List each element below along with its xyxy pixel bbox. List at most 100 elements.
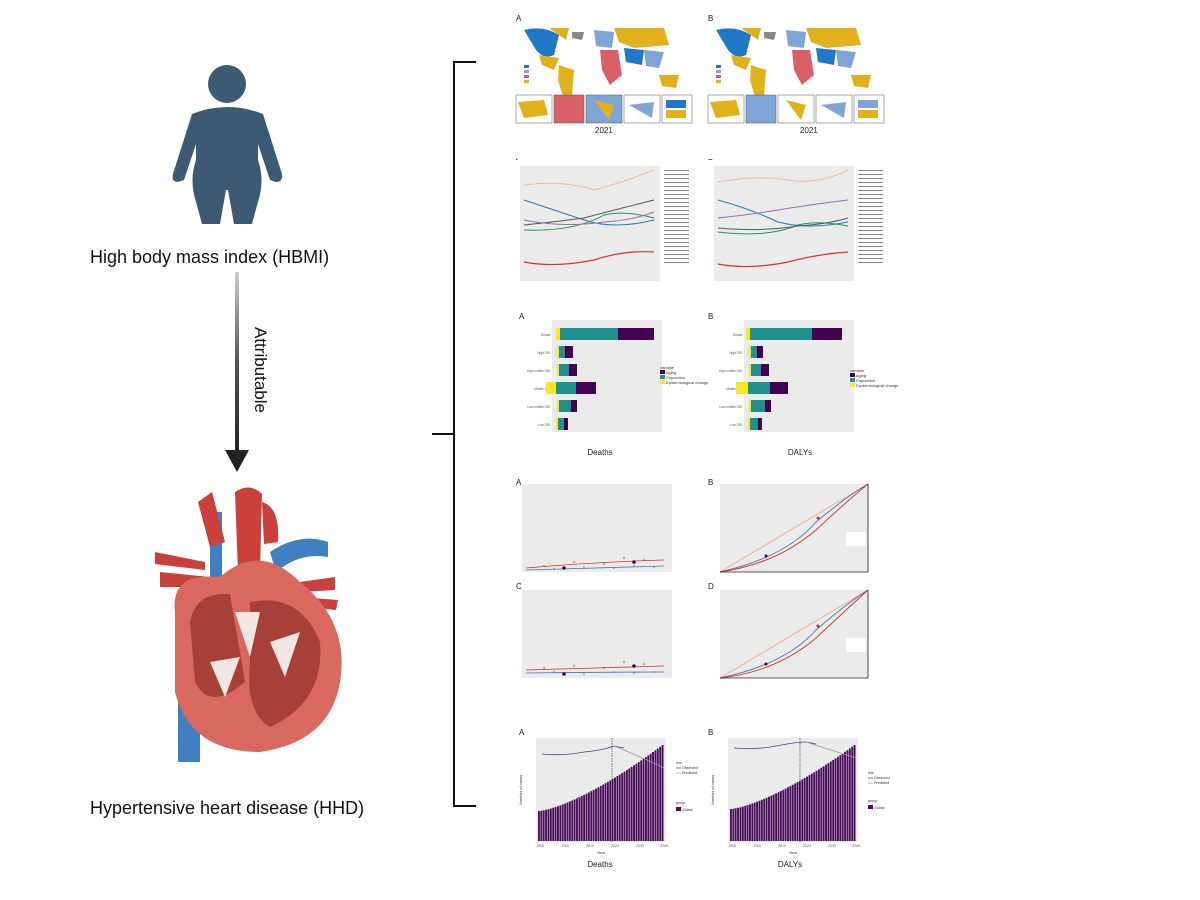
projection-bar [832, 759, 835, 841]
projection-bar [647, 755, 650, 841]
projection-bar [803, 777, 806, 841]
decomp-legend-b-item-epi: Epidemiological change [850, 383, 898, 388]
decomp-b-bars [736, 328, 842, 430]
proj-b-tick-1: 2000 [753, 844, 761, 848]
projection-bar [744, 805, 747, 841]
projection-bar [585, 793, 588, 841]
projection-bar [844, 751, 847, 841]
projection-bar [851, 746, 854, 841]
projection-bar [829, 761, 832, 841]
decomp-legend-item-aging: Aging [660, 370, 708, 375]
projection-bar [808, 775, 811, 841]
projection-bar [592, 789, 595, 841]
projection-bar [618, 774, 621, 841]
maps-year-a: 2021 [595, 126, 613, 135]
projection-bar [846, 750, 849, 841]
projection-bar [777, 792, 780, 841]
projection-bar [652, 752, 655, 841]
projection-bar [554, 807, 557, 841]
arrow-label: Attributable [251, 327, 270, 413]
proj-b-tick-5: 2040 [852, 844, 860, 848]
projection-bar [749, 804, 751, 841]
projection-bar [542, 810, 545, 841]
projection-bar [580, 796, 583, 841]
ineq-label-c: C [516, 582, 522, 591]
maps-label-b: B [708, 14, 714, 23]
projection-bar [559, 805, 562, 841]
projection-bar [609, 780, 612, 841]
decomp-legend-item-population: Population [660, 375, 708, 380]
projection-bar [779, 791, 782, 841]
projection-bar [621, 773, 624, 841]
projection-bar [659, 746, 662, 841]
proj-b-legend-group-title: group [868, 799, 877, 803]
proj-a-tick-1: 2000 [561, 844, 569, 848]
projection-bar [654, 750, 657, 841]
decomp-a-cat-5: Low SDI [538, 423, 550, 427]
projection-bar [810, 773, 813, 841]
ineq-label-d: D [708, 582, 714, 591]
proj-b-ylabel: Number of cases [710, 775, 715, 805]
projection-bar [587, 792, 590, 841]
proj-a-legend-line-title: line [676, 761, 682, 765]
projection-bar [815, 770, 818, 841]
projection-bar [732, 808, 735, 841]
proj-a-legend-observed: Observed [682, 766, 698, 770]
decomp-b-category-labels: Global High SDI High-middle SDI Middle S… [719, 333, 743, 427]
decomp-legend-b-item-population: Population [850, 378, 898, 383]
ineq-label-a: A [516, 478, 522, 487]
projection-bar [853, 745, 856, 841]
projection-bar [791, 784, 794, 841]
decomp-legend-title-b: variable [850, 368, 865, 373]
decomp-a-category-labels: Global High SDI High-middle SDI Middle S… [527, 333, 551, 427]
decomp-legend-item-epi: Epidemiological change [660, 380, 708, 385]
decomp-legend-b-item-aging: Aging [850, 373, 898, 378]
projection-bar [772, 794, 775, 841]
bracket [432, 61, 476, 807]
decomp-a-cat-0: Global [541, 333, 551, 337]
projection-bar [640, 760, 643, 841]
projection-bar [637, 762, 640, 841]
projection-bar [841, 753, 844, 841]
projection-bar [839, 755, 842, 841]
decomp-label-b: B [708, 312, 714, 321]
proj-b-tick-0: 1990 [728, 844, 736, 848]
proj-b-xlabel: Year [789, 850, 798, 855]
projection-plot-a: Number of cases 1990 2000 2010 2020 2030… [518, 738, 698, 855]
projection-bar [642, 758, 645, 841]
decomp-legend-title: variable [660, 365, 675, 370]
proj-a-tick-3: 2020 [611, 844, 619, 848]
decomp-a-cat-3: Middle SDI [534, 387, 550, 391]
projection-bar [737, 807, 740, 841]
decomp-a-cat-2: High-middle SDI [527, 369, 550, 373]
projection-bar [730, 809, 732, 841]
decomp-title-b: DALYs [787, 448, 813, 457]
proj-a-legend-global: Global [682, 808, 693, 812]
proj-title-a: Deaths [587, 860, 613, 869]
decomp-b-cat-1: High SDI [729, 351, 742, 355]
projection-bar [549, 808, 552, 841]
proj-a-legend-group-title: group [676, 801, 685, 805]
proj-label-b: B [708, 728, 714, 737]
projection-bar [794, 783, 797, 841]
projection-bar [547, 809, 550, 841]
projection-bar [561, 804, 564, 841]
projection-bar [564, 803, 567, 841]
projection-bar [628, 768, 631, 841]
projection-bar [649, 753, 652, 841]
decomp-plot-a: Global High SDI High-middle SDI Middle S… [527, 320, 662, 432]
projection-bar [573, 799, 576, 841]
decomp-legend-a: variable Aging Population Epidemiologica… [660, 365, 708, 385]
projection-bar [644, 757, 647, 841]
projection-bar [630, 766, 633, 841]
proj-b-legend-predicted: Predicted [874, 781, 889, 785]
projection-bar [782, 789, 785, 841]
exposure-label: High body mass index (HBMI) [90, 247, 330, 267]
projection-bar [611, 779, 614, 841]
person-icon [172, 65, 283, 224]
projection-bar [656, 748, 659, 841]
projection-bar [756, 801, 759, 841]
projection-bar [568, 801, 571, 841]
trend-plot-b [708, 160, 888, 288]
proj-a-ylabel: Number of cases [518, 775, 523, 805]
